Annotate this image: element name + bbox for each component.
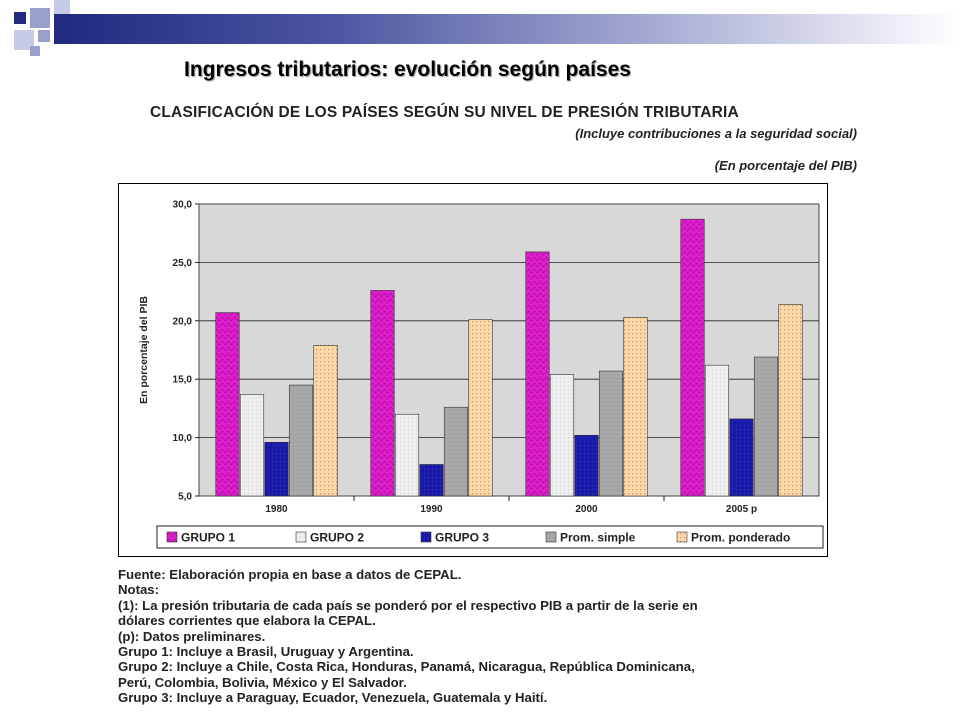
header-gradient-bar: [54, 14, 960, 44]
corner-square-2: [30, 8, 50, 28]
bar-prom-simple-3: [753, 356, 779, 497]
bar-grupo-3-3: [729, 418, 754, 497]
x-tick-label: 2000: [575, 504, 598, 515]
bar-grupo-3-0: [264, 441, 289, 497]
y-tick-label: 30,0: [173, 200, 193, 211]
legend-box: [156, 525, 824, 549]
bar-grupo-2-3: [704, 364, 730, 497]
corner-square-5: [38, 30, 50, 42]
y-tick-label: 5,0: [178, 492, 192, 503]
legend-swatch-2: [420, 531, 432, 543]
bar-prom-ponderado-1: [468, 319, 493, 497]
y-tick-label: 25,0: [173, 258, 193, 269]
bar-prom-simple-2: [598, 370, 624, 497]
chart-heading: CLASIFICACIÓN DE LOS PAÍSES SEGÚN SU NIV…: [150, 104, 739, 121]
note-p: (p): Datos preliminares.: [118, 628, 266, 644]
bar-grupo-3-2: [574, 434, 599, 497]
bar-prom-ponderado-3: [778, 304, 803, 497]
note-1-line-1: (1): La presión tributaria de cada país …: [118, 597, 698, 613]
y-tick-label: 15,0: [173, 375, 193, 386]
bar-prom-ponderado-2: [623, 316, 648, 497]
bar-grupo-1-3: [680, 218, 705, 497]
notes-block: Fuente: Elaboración propia en base a dat…: [118, 567, 838, 706]
legend-label-4: Prom. ponderado: [691, 531, 790, 545]
bar-grupo-3-1: [419, 464, 444, 497]
note-1-line-2: dólares corrientes que elabora la CEPAL.: [118, 613, 376, 629]
legend-label-3: Prom. simple: [560, 531, 636, 545]
note-grupo-3: Grupo 3: Incluye a Paraguay, Ecuador, Ve…: [118, 690, 548, 706]
corner-square-6: [30, 46, 40, 56]
source-note: Fuente: Elaboración propia en base a dat…: [118, 567, 462, 582]
bar-prom-simple-0: [288, 384, 314, 497]
chart-frame: 5,0 10,0 15,0 20,0 25,0 30,0 En porcentaje del…: [118, 183, 828, 557]
chart-subtitle-2: (En porcentaje del PIB): [714, 158, 857, 173]
y-tick-label: 10,0: [173, 433, 193, 444]
bar-grupo-1-0: [215, 312, 240, 497]
note-grupo-2-line-1: Grupo 2: Incluye a Chile, Costa Rica, Ho…: [118, 659, 695, 675]
notes-label: Notas:: [118, 582, 160, 598]
bar-grupo-2-1: [394, 413, 420, 497]
x-tick-label: 1990: [420, 504, 443, 515]
legend-swatch-3: [545, 531, 557, 543]
bar-grupo-2-2: [549, 374, 575, 497]
bar-prom-ponderado-0: [313, 345, 338, 497]
x-tick-label: 2005 p: [726, 504, 757, 515]
bar-grupo-2-0: [239, 394, 265, 497]
bar-grupo-1-1: [370, 290, 395, 497]
bar-chart: 5,0 10,0 15,0 20,0 25,0 30,0 En porcentaje del…: [138, 200, 824, 549]
legend-swatch-1: [295, 531, 307, 543]
legend-swatch-0: [166, 531, 178, 543]
y-axis-label: En porcentaje del PIB: [138, 296, 150, 404]
x-tick-label: 1980: [265, 504, 288, 515]
legend-label-2: GRUPO 3: [435, 531, 489, 545]
corner-square-4: [14, 30, 34, 50]
note-grupo-2-line-2: Perú, Colombia, Bolivia, México y El Sal…: [118, 674, 407, 690]
bar-grupo-1-2: [525, 251, 550, 497]
slide-title: Ingresos tributarios: evolución según pa…: [184, 58, 631, 81]
bar-prom-simple-1: [443, 406, 469, 497]
legend-swatch-4: [676, 531, 688, 543]
legend-label-1: GRUPO 2: [310, 531, 364, 545]
note-grupo-1: Grupo 1: Incluye a Brasil, Uruguay y Arg…: [118, 644, 414, 660]
corner-square-3: [54, 0, 70, 14]
corner-square-1: [14, 12, 26, 24]
chart-subtitle-1: (Incluye contribuciones a la seguridad s…: [575, 126, 857, 141]
y-tick-label: 20,0: [173, 316, 193, 327]
legend-label-0: GRUPO 1: [181, 531, 235, 545]
